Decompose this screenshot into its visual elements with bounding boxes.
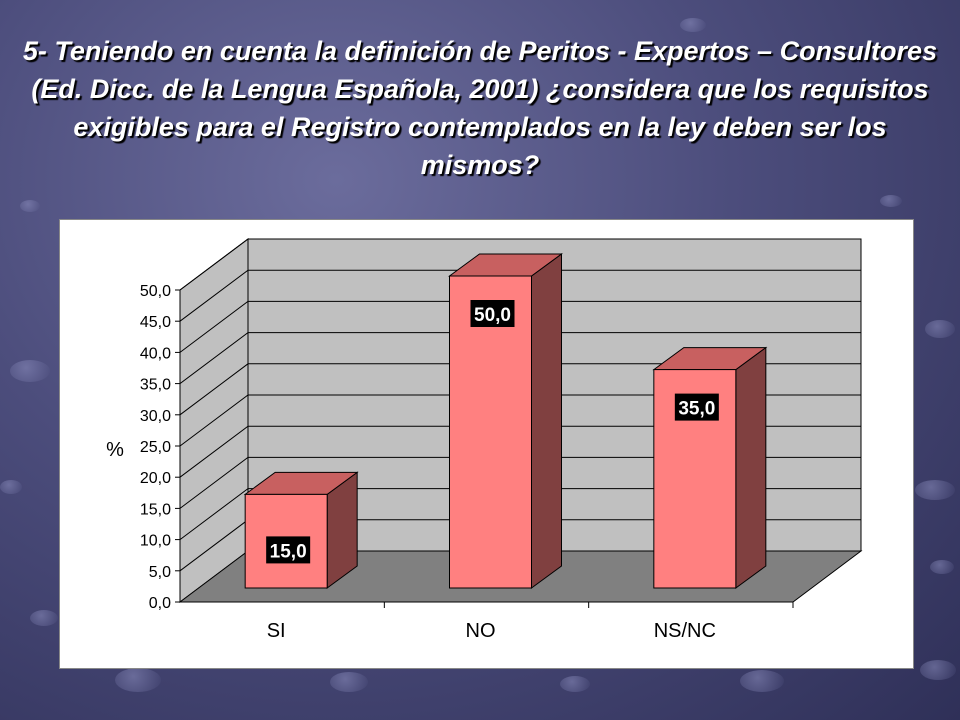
- chart-axes: [175, 289, 794, 608]
- bar-ns-nc: 35,0: [652, 346, 768, 589]
- x-tick-labels: SI NO NS/NC: [267, 620, 716, 642]
- y-tick-label: 15,0: [140, 501, 171, 518]
- x-tick-label: NS/NC: [654, 620, 716, 642]
- y-tick-label: 0,0: [149, 595, 171, 612]
- bar-si: 15,0: [243, 471, 359, 589]
- gridline: [179, 238, 861, 291]
- chart-bars: 15,0 50,0 35,0: [243, 253, 768, 589]
- y-tick-label: 40,0: [140, 345, 171, 362]
- x-tick-label: NO: [466, 620, 496, 642]
- bar-side: [531, 253, 562, 589]
- data-label: 35,0: [678, 399, 715, 420]
- gridline: [179, 269, 861, 322]
- data-label-box: [470, 300, 515, 327]
- y-tick-labels: 0,0 5,0 10,0 15,0 20,0 25,0 30,0 35,0 40,0 45,0 50…: [140, 283, 171, 612]
- y-tick-label: 50,0: [140, 283, 171, 300]
- bar-side: [735, 346, 767, 589]
- y-tick-label: 25,0: [140, 439, 171, 456]
- y-tick-label: 10,0: [140, 533, 171, 550]
- slide-title: 5- Teniendo en cuenta la definición de P…: [22, 36, 938, 180]
- data-label: 15,0: [270, 541, 307, 562]
- y-tick-label: 30,0: [140, 408, 171, 425]
- bar-chart: 0,0 5,0 10,0 15,0 20,0 25,0 30,0 35,0 40,0 45,0 50…: [106, 238, 863, 642]
- y-tick-label: 5,0: [149, 564, 171, 581]
- gridline: [179, 363, 861, 416]
- chart-frame: 0,0 5,0 10,0 15,0 20,0 25,0 30,0 35,0 40,0 45,0 50…: [59, 219, 914, 669]
- gridline: [179, 300, 861, 353]
- data-label: 50,0: [474, 305, 511, 326]
- y-tick-label: 20,0: [140, 470, 171, 487]
- y-tick-label: 45,0: [140, 314, 171, 331]
- y-axis-label: %: [106, 439, 124, 461]
- data-label-box: [674, 393, 719, 421]
- gridline: [179, 332, 861, 385]
- y-tick-label: 35,0: [140, 377, 171, 394]
- data-label-box: [266, 536, 311, 564]
- bar-front: [449, 275, 532, 589]
- bar-no: 50,0: [447, 253, 564, 589]
- x-tick-label: SI: [267, 620, 286, 642]
